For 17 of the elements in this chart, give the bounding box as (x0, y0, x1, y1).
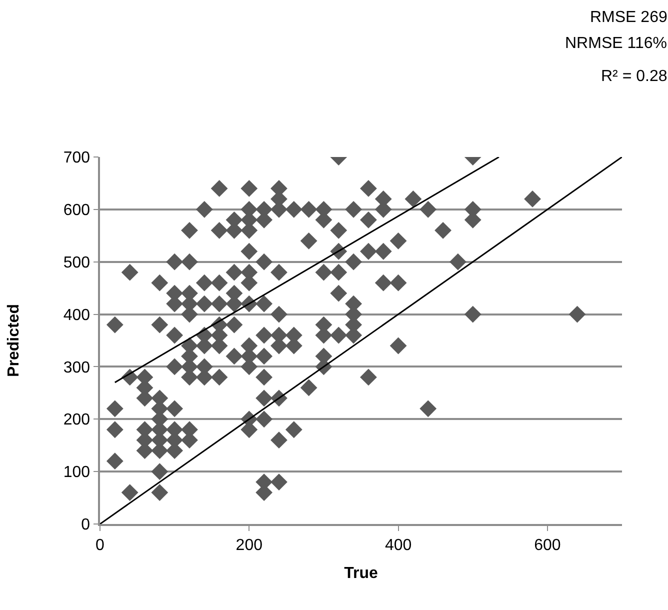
y-tick-label: 500 (63, 254, 90, 272)
y-tick-label: 100 (63, 464, 90, 482)
y-tick-label: 600 (63, 202, 90, 220)
x-axis-title: True (344, 565, 378, 582)
y-tick-label: 400 (63, 306, 90, 324)
x-tick-label: 400 (384, 536, 412, 554)
text: RMSE 269 (590, 9, 668, 26)
y-tick-label: 300 (63, 359, 90, 376)
x-tick-label: 200 (236, 536, 263, 554)
y-tick-label: 0 (81, 516, 90, 534)
x-tick-label: 0 (96, 536, 105, 554)
y-tick-label: 200 (63, 412, 90, 429)
text: NRMSE 116% (565, 35, 667, 52)
x-tick-label: 600 (534, 536, 561, 554)
y-tick-label: 700 (63, 150, 90, 167)
text: R² = 0.28 (601, 68, 668, 85)
y-axis-title: Predicted (6, 304, 23, 377)
